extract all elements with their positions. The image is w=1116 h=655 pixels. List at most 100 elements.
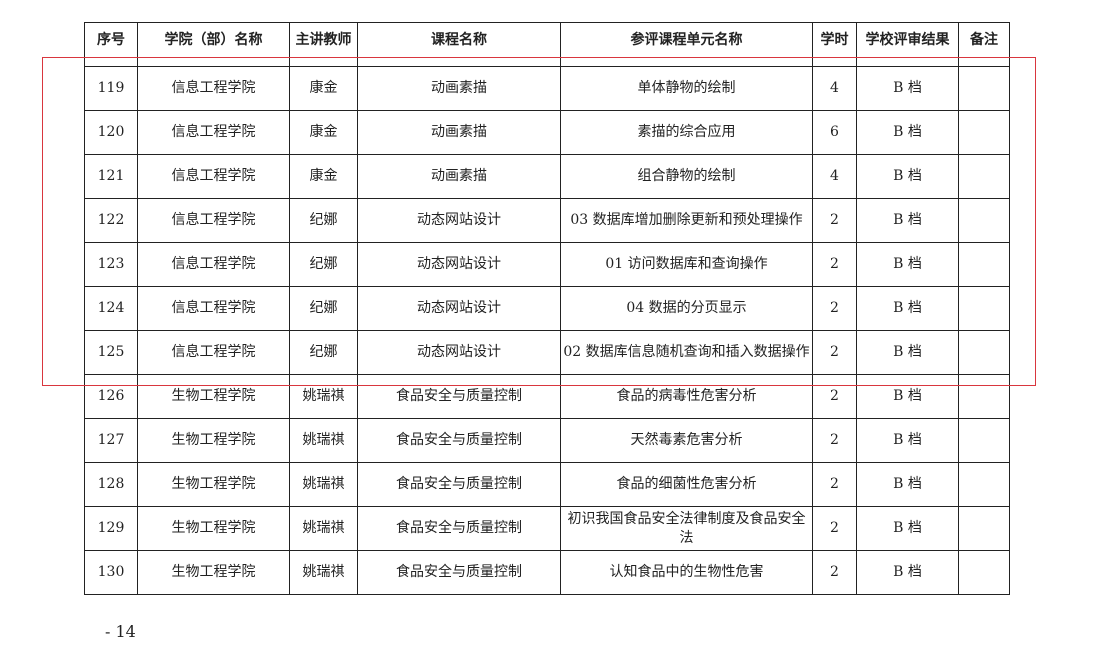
table-cell: 姚瑞祺 — [289, 418, 358, 463]
table-cell: 生物工程学院 — [137, 462, 290, 507]
table-cell: 119 — [84, 66, 138, 111]
table-cell — [958, 418, 1010, 463]
table-cell — [958, 66, 1010, 111]
column-header: 学时 — [812, 22, 857, 58]
table-cell: 初识我国食品安全法律制度及食品安全法 — [560, 506, 813, 551]
table-cell: 2 — [812, 374, 857, 419]
table-cell: 生物工程学院 — [137, 550, 290, 595]
spacer-row — [84, 57, 1010, 67]
table-cell: 122 — [84, 198, 138, 243]
table-cell: 信息工程学院 — [137, 330, 290, 375]
table-cell: 124 — [84, 286, 138, 331]
table-cell: 信息工程学院 — [137, 198, 290, 243]
table-cell: 食品安全与质量控制 — [357, 374, 561, 419]
table-cell: 食品的病毒性危害分析 — [560, 374, 813, 419]
table-cell: 纪娜 — [289, 198, 358, 243]
table-cell: 126 — [84, 374, 138, 419]
table-cell: 动态网站设计 — [357, 286, 561, 331]
table-cell: 2 — [812, 198, 857, 243]
table-cell: 食品的细菌性危害分析 — [560, 462, 813, 507]
table-cell — [958, 198, 1010, 243]
table-cell: B 档 — [856, 242, 959, 287]
table-cell: 素描的综合应用 — [560, 110, 813, 155]
table-cell: 2 — [812, 506, 857, 551]
table-cell: 姚瑞祺 — [289, 374, 358, 419]
column-header: 学校评审结果 — [856, 22, 959, 58]
table-cell — [958, 506, 1010, 551]
table-cell: 单体静物的绘制 — [560, 66, 813, 111]
table-cell: 食品安全与质量控制 — [357, 550, 561, 595]
table-cell: 01 访问数据库和查询操作 — [560, 242, 813, 287]
spacer-cell — [357, 57, 561, 67]
table-row: 121 信息工程学院 康金 动画素描 组合静物的绘制 4 B 档 — [84, 154, 1010, 199]
table-header: 序号 学院（部）名称 主讲教师 课程名称 参评课程单元名称 学时 学校评审结果 备注 — [84, 22, 1010, 58]
table-cell: 食品安全与质量控制 — [357, 506, 561, 551]
table-cell: 129 — [84, 506, 138, 551]
spacer-cell — [560, 57, 813, 67]
table-cell: 信息工程学院 — [137, 286, 290, 331]
table-cell: 康金 — [289, 110, 358, 155]
table-cell: 2 — [812, 286, 857, 331]
table-cell: 121 — [84, 154, 138, 199]
table-row: 125 信息工程学院 纪娜 动态网站设计 02 数据库信息随机查询和插入数据操作 2 B 档 — [84, 330, 1010, 375]
column-header: 备注 — [958, 22, 1010, 58]
table-cell: B 档 — [856, 550, 959, 595]
table-cell: B 档 — [856, 462, 959, 507]
table-cell: 6 — [812, 110, 857, 155]
table-cell: B 档 — [856, 66, 959, 111]
table-cell: 生物工程学院 — [137, 506, 290, 551]
table-cell — [958, 242, 1010, 287]
table-cell: 动态网站设计 — [357, 198, 561, 243]
table-cell: 信息工程学院 — [137, 66, 290, 111]
table-cell: 纪娜 — [289, 286, 358, 331]
table-row: 119 信息工程学院 康金 动画素描 单体静物的绘制 4 B 档 — [84, 66, 1010, 111]
table-cell — [958, 286, 1010, 331]
table-cell: 康金 — [289, 154, 358, 199]
spacer-cell — [84, 57, 138, 67]
table-cell: 组合静物的绘制 — [560, 154, 813, 199]
table-cell: 2 — [812, 330, 857, 375]
column-header: 学院（部）名称 — [137, 22, 290, 58]
table-cell: 纪娜 — [289, 330, 358, 375]
table-cell: 动态网站设计 — [357, 330, 561, 375]
table-cell: 2 — [812, 462, 857, 507]
table-cell: 02 数据库信息随机查询和插入数据操作 — [560, 330, 813, 375]
table-row: 123 信息工程学院 纪娜 动态网站设计 01 访问数据库和查询操作 2 B 档 — [84, 242, 1010, 287]
column-header: 主讲教师 — [289, 22, 358, 58]
table-cell — [958, 550, 1010, 595]
table-cell: 123 — [84, 242, 138, 287]
table-cell — [958, 374, 1010, 419]
table-cell — [958, 462, 1010, 507]
table-cell: 康金 — [289, 66, 358, 111]
table-cell — [958, 110, 1010, 155]
table-cell: B 档 — [856, 198, 959, 243]
table-cell: 食品安全与质量控制 — [357, 418, 561, 463]
table-cell: 天然毒素危害分析 — [560, 418, 813, 463]
table-cell: 姚瑞祺 — [289, 506, 358, 551]
spacer-cell — [856, 57, 959, 67]
table-cell: 120 — [84, 110, 138, 155]
table-cell: 2 — [812, 418, 857, 463]
table-cell: 4 — [812, 154, 857, 199]
table-row: 122 信息工程学院 纪娜 动态网站设计 03 数据库增加删除更新和预处理操作 2 B 档 — [84, 198, 1010, 243]
table-row: 129 生物工程学院 姚瑞祺 食品安全与质量控制 初识我国食品安全法律制度及食品安全法 2… — [84, 506, 1010, 551]
table-cell: 2 — [812, 242, 857, 287]
table-cell: B 档 — [856, 374, 959, 419]
table-row: 128 生物工程学院 姚瑞祺 食品安全与质量控制 食品的细菌性危害分析 2 B 档 — [84, 462, 1010, 507]
spacer-cell — [812, 57, 857, 67]
table-cell: 127 — [84, 418, 138, 463]
table-cell: 信息工程学院 — [137, 242, 290, 287]
table-cell: B 档 — [856, 110, 959, 155]
table-cell: 生物工程学院 — [137, 418, 290, 463]
table-cell: B 档 — [856, 154, 959, 199]
table-cell — [958, 330, 1010, 375]
table-row: 126 生物工程学院 姚瑞祺 食品安全与质量控制 食品的病毒性危害分析 2 B 档 — [84, 374, 1010, 419]
table-row: 124 信息工程学院 纪娜 动态网站设计 04 数据的分页显示 2 B 档 — [84, 286, 1010, 331]
table-cell: 纪娜 — [289, 242, 358, 287]
table-cell: 2 — [812, 550, 857, 595]
table-cell: 信息工程学院 — [137, 110, 290, 155]
column-header: 参评课程单元名称 — [560, 22, 813, 58]
table-cell: 03 数据库增加删除更新和预处理操作 — [560, 198, 813, 243]
table-cell: B 档 — [856, 330, 959, 375]
table-row: 120 信息工程学院 康金 动画素描 素描的综合应用 6 B 档 — [84, 110, 1010, 155]
